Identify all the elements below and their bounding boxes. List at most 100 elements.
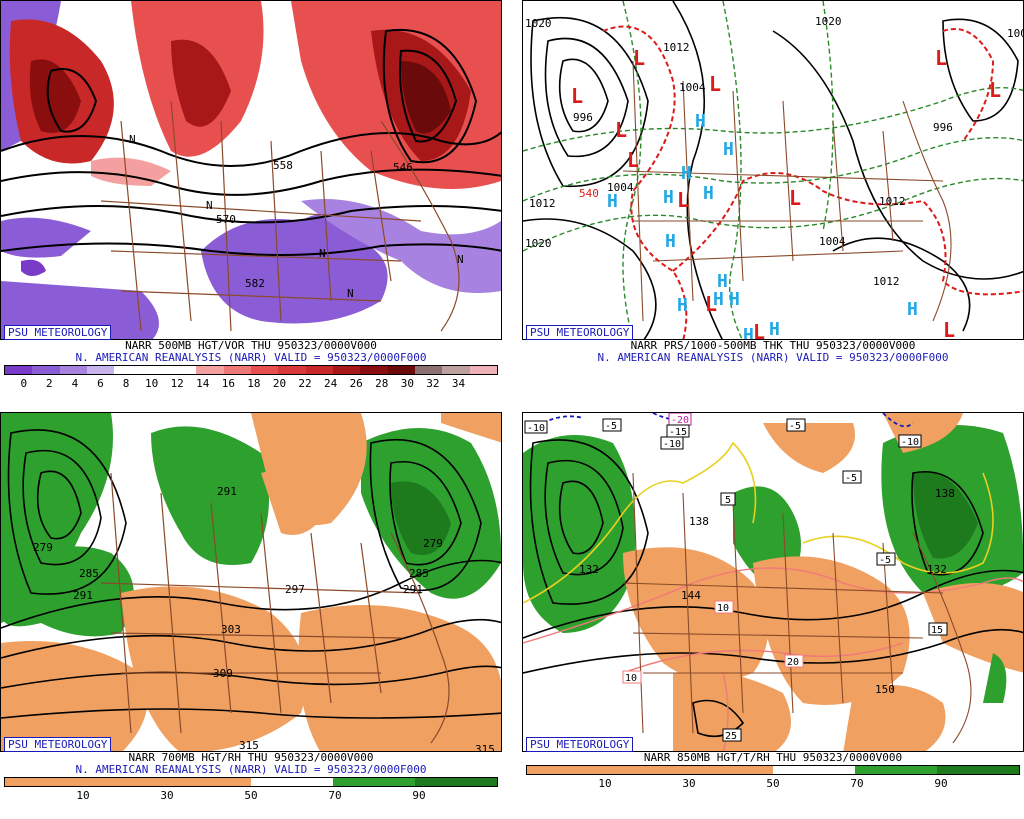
svg-text:N: N <box>129 133 136 146</box>
svg-text:540: 540 <box>579 187 599 200</box>
svg-text:L: L <box>753 320 765 340</box>
svg-text:-10: -10 <box>527 423 545 434</box>
svg-text:L: L <box>627 148 639 172</box>
svg-text:L: L <box>989 78 1001 102</box>
colorbar-tick-label: 8 <box>122 377 130 390</box>
svg-text:H: H <box>607 191 618 212</box>
map-500mb: 558 546 570 582 N N N N N <box>0 0 502 340</box>
svg-text:1004: 1004 <box>679 81 706 94</box>
svg-text:H: H <box>729 289 740 310</box>
colorbar-tick-label: 70 <box>850 777 864 790</box>
colorbar-tick-label: 34 <box>451 377 466 390</box>
colorbar-swatch <box>223 366 251 374</box>
svg-text:-20: -20 <box>671 415 689 426</box>
colorbar-swatch <box>387 366 415 374</box>
svg-text:-5: -5 <box>605 421 617 432</box>
colorbar-tick-label: 24 <box>323 377 338 390</box>
svg-text:1020: 1020 <box>815 15 842 28</box>
colorbar-ticks: 10 30 50 70 90 <box>526 777 1020 791</box>
svg-text:996: 996 <box>933 121 953 134</box>
svg-text:315: 315 <box>475 743 495 752</box>
svg-text:10: 10 <box>625 673 637 684</box>
svg-text:-10: -10 <box>663 439 681 450</box>
colorbar-tick-label: 30 <box>160 789 174 802</box>
svg-text:L: L <box>709 72 721 96</box>
colorbar-swatch <box>414 366 443 374</box>
svg-text:297: 297 <box>285 583 305 596</box>
brand-label: PSU METEOROLOGY <box>526 737 634 752</box>
svg-text:H: H <box>717 271 728 292</box>
svg-text:279: 279 <box>33 541 53 554</box>
svg-text:1020: 1020 <box>525 17 552 30</box>
svg-text:L: L <box>571 84 583 108</box>
svg-text:285: 285 <box>79 567 99 580</box>
map-700mb: 279 285 291 291 297 303 309 315 279 285 … <box>0 412 502 752</box>
colorbar-swatch <box>278 366 306 374</box>
svg-text:291: 291 <box>73 589 93 602</box>
colorbar-tick-label: 10 <box>144 377 159 390</box>
svg-text:582: 582 <box>245 277 265 290</box>
brand-label: PSU METEOROLOGY <box>4 325 112 340</box>
colorbar-tick-label: 6 <box>97 377 104 390</box>
colorbar-tick-label: 18 <box>247 377 261 390</box>
svg-text:558: 558 <box>273 159 293 172</box>
svg-text:-15: -15 <box>669 427 687 438</box>
svg-text:1004: 1004 <box>1007 27 1024 40</box>
colorbar-swatch <box>168 366 197 374</box>
svg-text:132: 132 <box>927 563 947 576</box>
colorbar-tick-label: 70 <box>328 789 342 802</box>
svg-text:315: 315 <box>239 739 259 752</box>
panel-850mb-temp-rh: 132 138 144 150 132 138 -10 -5 -20 -15 -… <box>522 412 1024 819</box>
svg-text:H: H <box>703 183 714 204</box>
colorbar-ticks: 10 30 50 70 90 <box>4 789 498 803</box>
colorbar-rh <box>526 765 1020 775</box>
colorbar-tick-label: 16 <box>221 377 235 390</box>
svg-text:138: 138 <box>935 487 955 500</box>
colorbar-swatch <box>442 366 470 374</box>
svg-text:N: N <box>347 287 354 300</box>
svg-text:H: H <box>663 187 674 208</box>
panel-title: NARR PRS/1000-500MB THK THU 950323/0000V… <box>630 339 916 352</box>
svg-text:138: 138 <box>689 515 709 528</box>
svg-text:132: 132 <box>579 563 599 576</box>
svg-text:5: 5 <box>725 495 731 506</box>
colorbar-tick-label: 50 <box>244 789 258 802</box>
colorbar-swatch <box>141 366 169 374</box>
svg-text:H: H <box>695 111 706 132</box>
svg-text:-5: -5 <box>879 555 891 566</box>
svg-text:570: 570 <box>216 213 236 226</box>
svg-text:L: L <box>615 118 627 142</box>
colorbar-tick-label: 50 <box>766 777 780 790</box>
colorbar-swatch <box>114 366 142 374</box>
svg-text:H: H <box>743 325 754 340</box>
panel-subtitle: N. AMERICAN REANALYSIS (NARR) VALID = 95… <box>75 763 427 776</box>
panel-subtitle: N. AMERICAN REANALYSIS (NARR) VALID = 95… <box>597 351 949 364</box>
svg-text:20: 20 <box>787 657 799 668</box>
panel-title: NARR 500MB HGT/VOR THU 950323/0000V000 <box>125 339 377 352</box>
colorbar-swatch <box>469 366 497 374</box>
colorbar-tick-label: 10 <box>598 777 612 790</box>
svg-text:279: 279 <box>423 537 443 550</box>
svg-text:N: N <box>206 199 213 212</box>
svg-text:1012: 1012 <box>529 197 556 210</box>
colorbar-swatch <box>360 366 388 374</box>
svg-text:H: H <box>907 299 918 320</box>
colorbar-tick-label: 22 <box>298 377 312 390</box>
panel-500mb-vorticity: 558 546 570 582 N N N N N PSU METEOROLOG… <box>0 0 502 407</box>
svg-text:L: L <box>943 318 955 340</box>
panel-title: NARR 700MB HGT/RH THU 950323/0000V000 <box>128 751 374 764</box>
colorbar-tick-label: 2 <box>46 377 53 390</box>
panel-subtitle: N. AMERICAN REANALYSIS (NARR) VALID = 95… <box>75 351 427 364</box>
colorbar-tick-label: 4 <box>71 377 79 390</box>
colorbar-swatch <box>305 366 333 374</box>
svg-text:25: 25 <box>725 731 737 742</box>
colorbar-swatch <box>86 366 115 374</box>
brand-label: PSU METEOROLOGY <box>4 737 112 752</box>
colorbar-swatch <box>332 366 361 374</box>
svg-text:10: 10 <box>717 603 729 614</box>
colorbar-swatch <box>250 366 279 374</box>
svg-text:150: 150 <box>875 683 895 696</box>
panel-title: NARR 850MB HGT/T/RH THU 950323/0000V000 <box>643 751 903 764</box>
colorbar-swatch <box>5 366 33 374</box>
svg-text:H: H <box>677 295 688 316</box>
